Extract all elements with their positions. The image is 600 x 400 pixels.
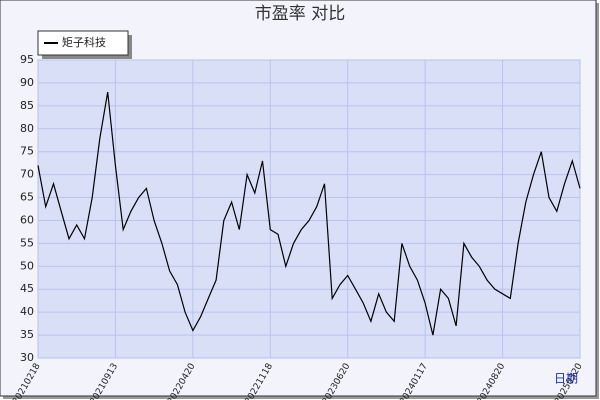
- y-tick-label: 75: [20, 145, 34, 158]
- y-tick-label: 60: [20, 213, 34, 226]
- y-tick-label: 95: [20, 53, 34, 66]
- legend-label: 矩子科技: [62, 35, 106, 49]
- y-tick-label: 50: [20, 259, 34, 272]
- y-tick-label: 70: [20, 168, 34, 181]
- y-tick-label: 35: [20, 328, 34, 341]
- y-tick-label: 85: [20, 99, 34, 112]
- plot-area: [37, 59, 581, 359]
- y-tick-label: 90: [20, 76, 34, 89]
- chart-title: 市盈率 对比: [255, 4, 345, 24]
- y-tick-label: 30: [20, 351, 34, 364]
- x-axis-label: 日期: [554, 372, 578, 386]
- y-tick-label: 80: [20, 122, 34, 135]
- y-tick-label: 55: [20, 236, 34, 249]
- y-tick-label: 40: [20, 305, 34, 318]
- y-tick-label: 65: [20, 191, 34, 204]
- y-tick-label: 45: [20, 282, 34, 295]
- data-line: [37, 91, 581, 336]
